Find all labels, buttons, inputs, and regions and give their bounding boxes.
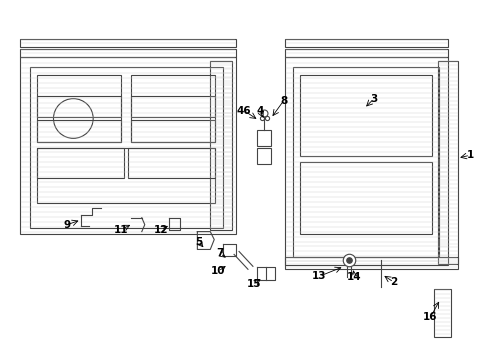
Bar [20,39,236,47]
Text: 8: 8 [280,96,287,105]
Bar [37,121,121,142]
Bar [438,61,457,264]
Bar [37,75,121,142]
Bar [284,49,447,57]
Bar [210,61,232,230]
Bar [256,148,270,164]
Bar [20,57,236,234]
Text: 7: 7 [216,248,224,258]
Bar [433,289,450,337]
Text: 3: 3 [369,94,377,104]
Text: 16: 16 [423,312,437,322]
Bar [299,75,431,156]
Bar [131,121,215,142]
Text: 13: 13 [311,271,326,281]
Text: 14: 14 [346,272,361,282]
Bar [20,49,236,57]
Text: 1: 1 [466,150,473,160]
Bar [37,148,123,178]
Text: 12: 12 [153,225,167,235]
Text: 4: 4 [256,105,263,116]
Bar [256,130,270,146]
Bar [131,75,215,142]
Bar [128,148,215,178]
Bar [284,57,447,265]
Bar [131,96,215,117]
Bar [37,148,215,203]
Bar [292,67,439,257]
Bar [284,257,457,269]
Text: 2: 2 [389,277,397,287]
Text: 10: 10 [210,266,225,276]
Text: 15: 15 [246,279,261,289]
Bar [299,162,431,234]
Bar [30,67,223,228]
Text: 46: 46 [236,105,251,116]
Text: 9: 9 [64,220,71,230]
Text: 11: 11 [114,225,128,235]
Bar [37,96,121,117]
Text: 5: 5 [194,237,202,247]
Bar [284,39,447,47]
